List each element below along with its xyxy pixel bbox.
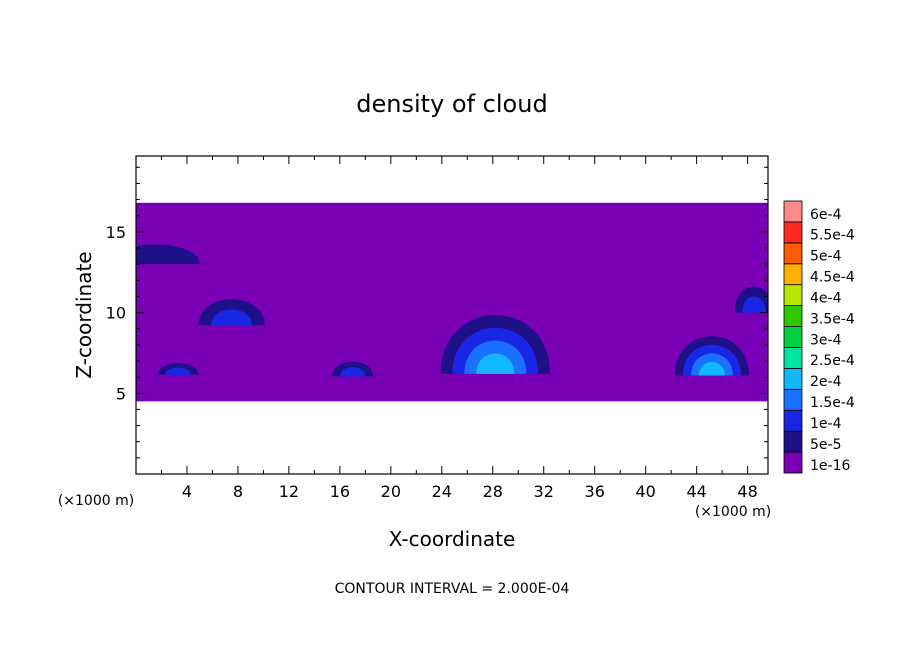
colorbar-label: 5e-4 xyxy=(810,249,842,265)
cloud-cell-level xyxy=(340,367,366,377)
colorbar-label: 2e-4 xyxy=(810,374,842,390)
colorbar-swatch xyxy=(783,347,803,369)
colorbar-label: 4.5e-4 xyxy=(810,270,855,286)
colorbar-swatch xyxy=(783,388,803,411)
colorbar-swatch xyxy=(783,242,803,265)
y-axis-label: Z-coordinate xyxy=(72,251,96,378)
x-tick-label: 28 xyxy=(483,482,503,501)
x-tick-label: 36 xyxy=(585,482,605,501)
colorbar-swatch xyxy=(783,451,803,474)
x-tick-label: 48 xyxy=(737,482,757,501)
colorbar-swatch xyxy=(783,367,803,390)
x-tick-label: 16 xyxy=(330,482,350,501)
cloud-cell-level xyxy=(699,361,725,376)
colorbar-label: 1.5e-4 xyxy=(810,395,855,411)
colorbar: 1e-16 5e-5 1e-4 1.5e-4 2e-4 2.5e-4 3e-4 3.5e-4 4… xyxy=(783,200,855,474)
colorbar-swatch xyxy=(783,221,803,244)
plot-frame xyxy=(135,155,769,475)
x-tick-label: 44 xyxy=(686,482,706,501)
cloud-cell-level xyxy=(742,296,766,313)
y-tick-label: 10 xyxy=(106,304,126,323)
contour-interval-note: CONTOUR INTERVAL = 2.000E-04 xyxy=(335,581,570,597)
x-tick-label: 20 xyxy=(381,482,401,501)
x-tick-label: 12 xyxy=(279,482,299,501)
x-tick-label: 40 xyxy=(635,482,655,501)
cloud-cell xyxy=(198,299,265,326)
cloud-cell-level xyxy=(211,309,252,326)
colorbar-swatch xyxy=(783,430,803,453)
cloud-cell xyxy=(136,244,200,265)
x-tick-label: 24 xyxy=(432,482,452,501)
density-field xyxy=(136,202,768,402)
colorbar-swatch xyxy=(783,409,803,432)
cloud-cell-level xyxy=(136,244,200,265)
x-tick-label: 8 xyxy=(233,482,243,501)
cloud-cell xyxy=(674,336,749,376)
x-axis-unit-left: (×1000 m) xyxy=(58,493,134,509)
colorbar-swatch xyxy=(783,263,803,286)
cloud-cell xyxy=(157,363,199,375)
cloud-cell xyxy=(440,315,551,374)
colorbar-swatch xyxy=(783,305,803,327)
x-axis-label: X-coordinate xyxy=(389,527,516,551)
colorbar-swatch xyxy=(783,284,803,307)
colorbar-label: 3e-4 xyxy=(810,332,842,348)
colorbar-swatch xyxy=(783,200,803,223)
colorbar-label: 3.5e-4 xyxy=(810,311,855,327)
y-tick-label: 15 xyxy=(106,223,126,242)
x-tick-label: 4 xyxy=(182,482,192,501)
chart-title: density of cloud xyxy=(356,90,547,118)
colorbar-label: 5e-5 xyxy=(810,437,841,453)
cloud-cell xyxy=(734,286,768,313)
x-axis-unit-right: (×1000 m) xyxy=(695,504,771,520)
cloud-cell xyxy=(332,361,373,377)
colorbar-label: 4e-4 xyxy=(810,290,842,306)
colorbar-label: 5.5e-4 xyxy=(810,228,855,244)
y-tick-label: 5 xyxy=(116,384,126,403)
colorbar-label: 1e-16 xyxy=(810,458,850,474)
colorbar-label: 6e-4 xyxy=(810,207,842,223)
colorbar-label: 1e-4 xyxy=(810,416,842,432)
cloud-cell-level xyxy=(476,353,515,374)
colorbar-label: 2.5e-4 xyxy=(810,353,855,369)
colorbar-swatch xyxy=(783,326,803,348)
x-tick-label: 32 xyxy=(534,482,554,501)
cloud-cell-level xyxy=(165,367,191,375)
